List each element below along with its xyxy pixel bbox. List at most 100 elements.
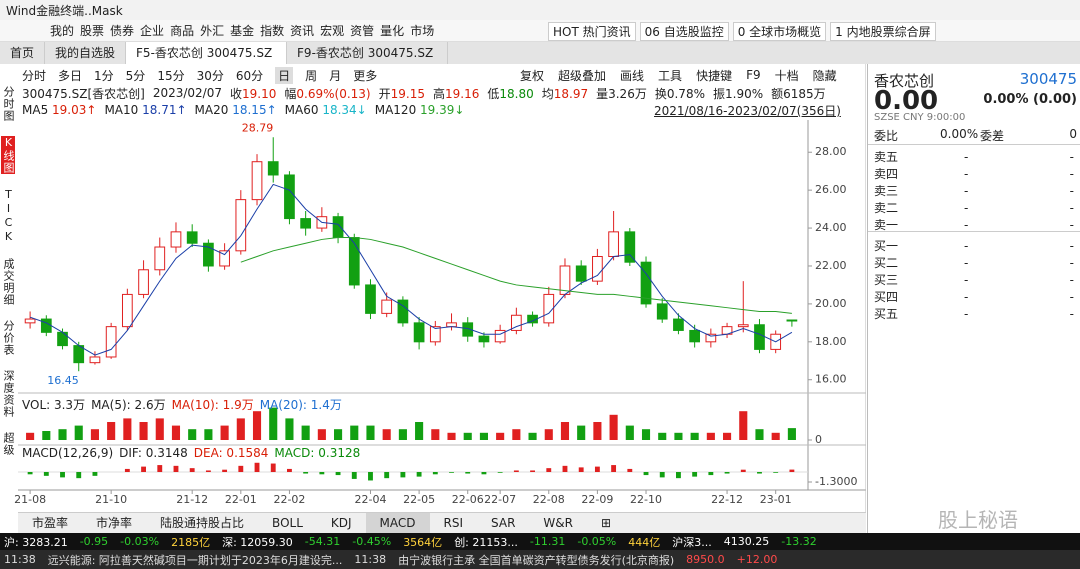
volume-bar <box>301 425 310 440</box>
menu-item[interactable]: 商品 <box>170 24 195 38</box>
tab[interactable]: 我的自选股 <box>45 42 127 64</box>
indicator-tab[interactable]: 市净率 <box>96 516 133 530</box>
field-value: 19.10 <box>242 86 277 101</box>
tool-button[interactable]: 快捷键 <box>696 68 733 83</box>
macd-bar <box>287 468 292 472</box>
indicator-tab[interactable]: BOLL <box>272 516 303 530</box>
menu-item[interactable]: 外汇 <box>200 24 225 38</box>
quick-link[interactable]: 06 自选股监控 <box>639 21 729 41</box>
book-cell: 卖三 <box>874 184 899 198</box>
book-row: 卖三 - - <box>874 182 1074 199</box>
ratio-label: 委比 <box>874 129 899 143</box>
side-nav-item[interactable]: K线图 <box>1 136 15 174</box>
tool-button[interactable]: 超级叠加 <box>558 68 607 83</box>
status-item: -54.31 <box>304 535 341 548</box>
macd-bar <box>60 472 65 478</box>
menu-item[interactable]: 量化 <box>380 24 405 38</box>
period-button[interactable]: 1分 <box>94 68 114 83</box>
candle-body <box>640 261 652 305</box>
menu-item[interactable]: 宏观 <box>320 24 345 38</box>
indicator-tab[interactable]: MACD <box>365 513 430 533</box>
period-button[interactable]: 60分 <box>235 68 264 83</box>
macd-bar <box>481 472 487 475</box>
side-nav-item[interactable]: TICK <box>2 188 15 244</box>
info-field: 幅0.69%(0.13) <box>284 85 370 102</box>
period-button[interactable]: 分时 <box>22 68 47 83</box>
candle-body <box>446 322 457 328</box>
field-label: 收 <box>230 86 243 101</box>
period-button[interactable]: 多日 <box>58 68 83 83</box>
macd-bar <box>530 470 535 472</box>
tab[interactable]: F9-香农芯创 300475.SZ <box>287 42 449 64</box>
indicator-tab[interactable]: ⊞ <box>600 516 612 530</box>
x-tick-label: 22-07 <box>484 493 516 506</box>
menu-item[interactable]: 基金 <box>230 24 255 38</box>
status-item: 2185亿 <box>171 535 211 549</box>
menu-item[interactable]: 市场 <box>410 24 435 38</box>
x-tick-label: 22-12 <box>711 493 743 506</box>
book-row: 买三 - - <box>874 271 1074 288</box>
tool-button[interactable]: 隐藏 <box>812 68 837 83</box>
side-nav-item[interactable]: 分时图 <box>2 86 15 122</box>
y-tick-label: 24.00 <box>815 221 847 234</box>
side-nav-item[interactable]: 深度资料 <box>2 370 15 418</box>
period-button[interactable]: 周 <box>305 68 318 83</box>
tab[interactable]: F5-香农芯创 300475.SZ <box>126 42 288 64</box>
indicator-tab[interactable]: SAR <box>491 516 516 530</box>
legend-entry: MACD(12,26,9) <box>22 446 114 460</box>
tab[interactable]: 首页 <box>0 42 46 64</box>
indicator-tab[interactable]: KDJ <box>330 516 352 530</box>
indicator-tab[interactable]: RSI <box>443 516 464 530</box>
quick-link[interactable]: 1 内地股票综合屏 <box>830 21 936 41</box>
menu-item[interactable]: 债券 <box>110 24 135 38</box>
status-item: 3564亿 <box>403 535 443 549</box>
period-button[interactable]: 月 <box>329 68 342 83</box>
side-nav-item[interactable]: 成交明细 <box>2 258 15 306</box>
quick-link[interactable]: HOT 热门资讯 <box>548 21 636 41</box>
tool-button[interactable]: F9 <box>746 68 761 82</box>
period-button[interactable]: 日 <box>275 66 294 84</box>
book-cell: - <box>964 183 969 198</box>
stock-code: 300475.SZ[香农芯创] <box>22 86 145 101</box>
menu-item[interactable]: 指数 <box>260 24 285 38</box>
legend-entry: MA20 18.15↑ <box>195 103 277 117</box>
tool-button[interactable]: 画线 <box>620 68 645 83</box>
side-nav-item[interactable]: 分价表 <box>2 320 15 356</box>
divider <box>868 231 1080 232</box>
candle-body <box>138 269 149 295</box>
field-value: 18.80 <box>499 86 534 101</box>
field-label: 均 <box>541 86 554 101</box>
quick-link[interactable]: 0 全球市场概览 <box>732 21 827 41</box>
ma-line <box>240 237 792 314</box>
tool-button[interactable]: 十档 <box>774 68 799 83</box>
tool-button[interactable]: 工具 <box>658 68 683 83</box>
volume-bar <box>560 422 570 440</box>
macd-bar <box>141 466 146 472</box>
indicator-tab[interactable]: W&R <box>543 516 573 530</box>
menu-item[interactable]: 资讯 <box>290 24 315 38</box>
candle-body <box>592 256 603 282</box>
menu-item[interactable]: 股票 <box>80 24 105 38</box>
menu-item[interactable]: 资管 <box>350 24 375 38</box>
period-button[interactable]: 更多 <box>353 68 378 83</box>
status-item: -11.31 <box>529 535 566 548</box>
info-field: 振1.90% <box>713 85 763 102</box>
indicator-tab[interactable]: 市盈率 <box>32 516 69 530</box>
indicator-tab[interactable]: 陆股通持股占比 <box>160 516 245 530</box>
menu-item[interactable]: 我的 <box>50 24 75 38</box>
side-nav-item[interactable]: 超级 <box>2 432 15 456</box>
legend-name: MA60 <box>284 103 319 117</box>
candle-body <box>624 231 636 263</box>
volume-bar <box>706 432 715 440</box>
date: 2023/02/07 <box>152 86 222 100</box>
menu-item[interactable]: 企业 <box>140 24 165 38</box>
book-cell: 买二 <box>874 256 899 270</box>
period-button[interactable]: 15分 <box>157 68 185 83</box>
period-button[interactable]: 5分 <box>125 68 146 83</box>
info-field: 低18.80 <box>487 85 533 102</box>
tool-button[interactable]: 复权 <box>520 68 545 83</box>
quote-meta: SZSE CNY 9:00:00 <box>874 112 966 123</box>
period-button[interactable]: 30分 <box>196 68 224 83</box>
candle-body <box>413 322 425 343</box>
